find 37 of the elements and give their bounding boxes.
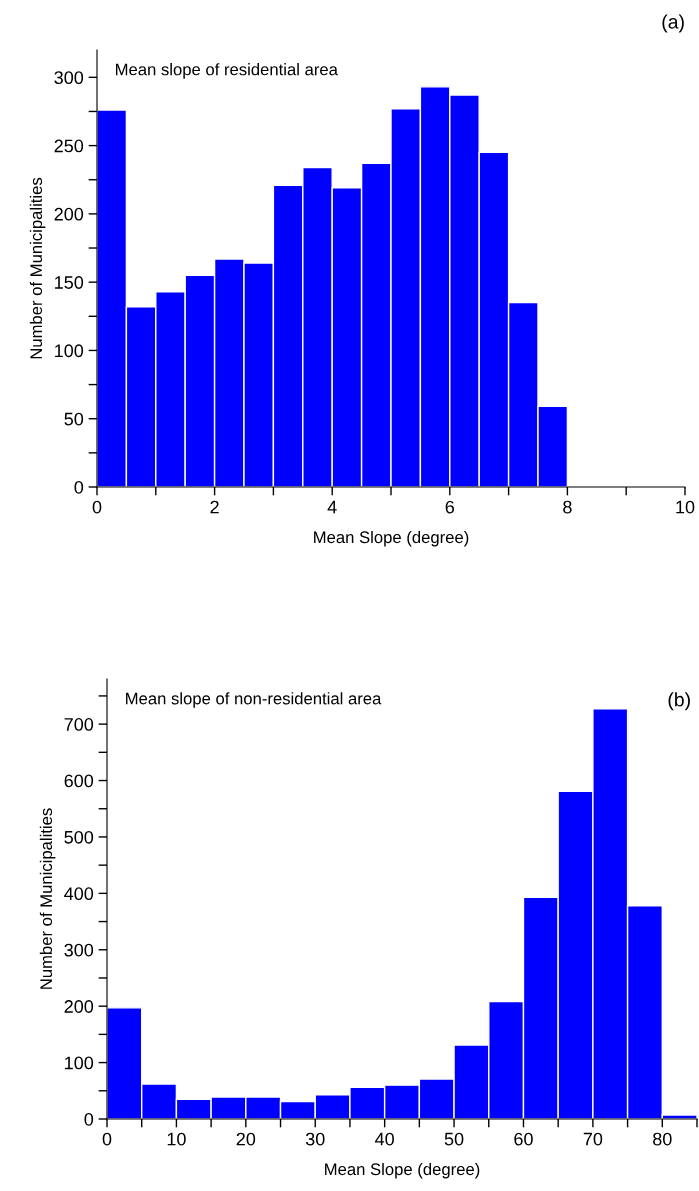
y-tick-label: 600	[64, 774, 94, 788]
annotation: Mean slope of residential area	[116, 63, 338, 79]
x-tick-label: 60	[514, 1132, 533, 1146]
x-tick-label: 70	[583, 1132, 603, 1146]
annotation: (b)	[668, 692, 690, 711]
y-tick-label: 300	[64, 943, 94, 957]
x-tick-label: 40	[375, 1132, 394, 1146]
x-tick-label: 0	[102, 1132, 112, 1146]
x-tick-label: 8	[563, 500, 572, 514]
y-tick-label: 0	[74, 480, 84, 494]
text: (a)	[662, 14, 684, 33]
x-axis-title: Mean Slope (degree)	[325, 1162, 480, 1179]
y-axis-title: Number of Municipalities	[29, 177, 46, 359]
y-tick-label: 50	[64, 412, 84, 426]
annotation: Mean slope of non-residential area	[126, 692, 382, 708]
y-tick-label: 0	[84, 1112, 94, 1126]
x-tick-label: 4	[327, 500, 337, 514]
x-tick-label: 2	[210, 500, 219, 514]
x-tick-label: 20	[236, 1132, 256, 1146]
y-tick-label: 200	[54, 207, 84, 221]
y-tick-label: 150	[55, 276, 84, 289]
x-tick-label: 80	[653, 1132, 672, 1146]
x-tick-label: 10	[167, 1132, 186, 1146]
x-tick-label: 6	[445, 500, 455, 514]
x-axis-title: Mean Slope (degree)	[314, 530, 469, 547]
y-tick-label: 300	[54, 71, 84, 85]
y-tick-label: 500	[64, 830, 94, 844]
y-tick-label: 250	[54, 139, 84, 153]
y-tick-label: 100	[65, 1056, 94, 1070]
x-tick-label: 10	[676, 500, 695, 514]
y-tick-label: 100	[55, 344, 84, 358]
y-tick-label: 200	[64, 1000, 94, 1013]
y-tick-label: 700	[64, 718, 94, 731]
y-axis-title: Number of Municipalities	[39, 808, 56, 989]
x-tick-label: 50	[444, 1132, 464, 1146]
x-tick-label: 30	[305, 1132, 325, 1146]
y-tick-label: 400	[64, 887, 94, 901]
